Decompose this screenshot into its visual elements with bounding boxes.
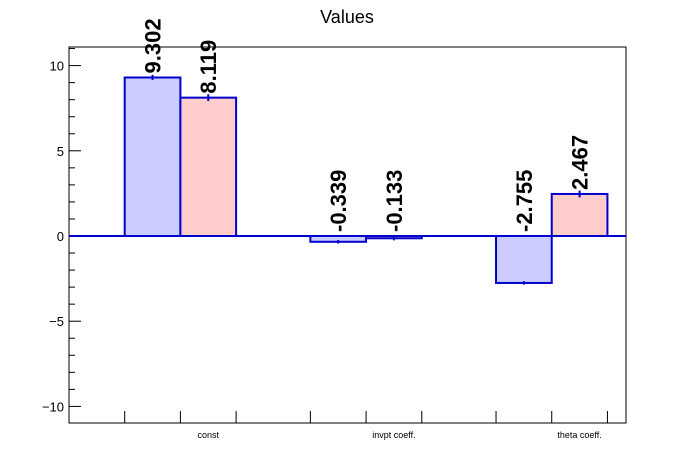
bar [495,235,553,284]
y-tick-label: −10 [42,399,64,414]
value-label: 8.119 [196,40,221,94]
x-category-label: theta coeff. [557,430,601,440]
chart-title: Values [320,7,374,27]
value-label: -0.133 [382,170,407,232]
value-labels: 9.302 -0.339 -2.755 8.119 -0.133 2.467 [141,18,593,232]
bar [550,192,609,238]
value-label: 2.467 [568,135,593,190]
value-label: -0.339 [326,170,351,232]
x-axis: const invpt coeff. theta coeff. [124,411,608,440]
y-tick-label: −5 [49,314,64,329]
value-label: 9.302 [141,18,166,73]
bar [179,96,238,237]
value-label: -2.755 [512,170,537,232]
bars [69,74,626,285]
x-category-label: const [197,430,219,440]
x-category-label: invpt coeff. [372,430,415,440]
bar [123,76,182,237]
y-tick-label: 0 [57,229,64,244]
y-tick-label: 10 [50,59,64,74]
y-axis: −10 −5 0 5 10 [42,48,81,414]
y-tick-label: 5 [57,144,64,159]
